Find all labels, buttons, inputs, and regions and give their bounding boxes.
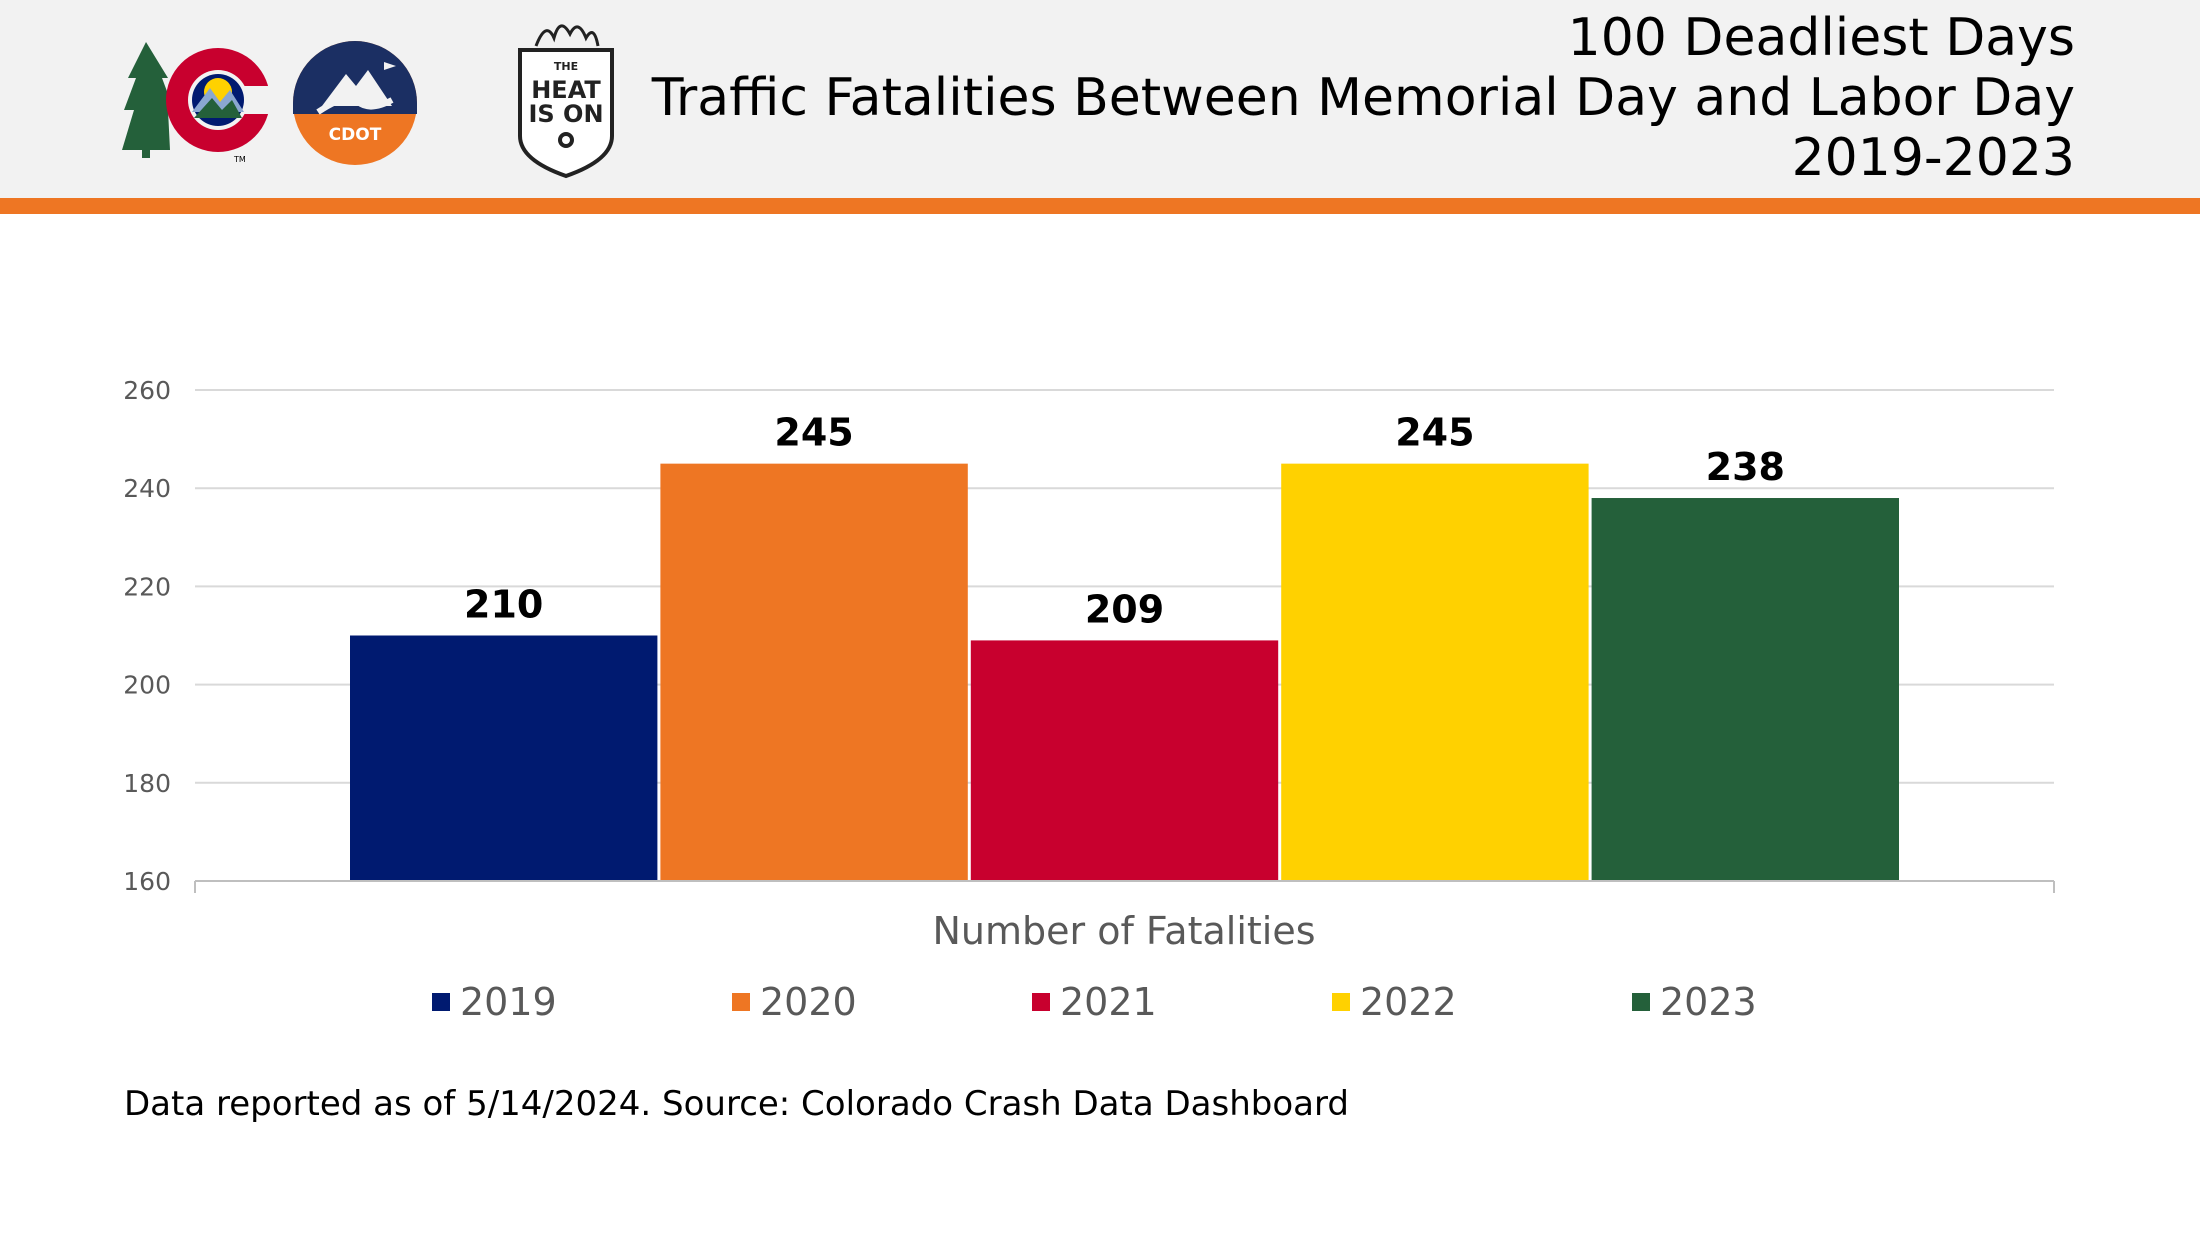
legend-swatch-2021	[1032, 993, 1050, 1011]
heat-badge-the: THE	[554, 60, 578, 73]
bar-2020	[660, 463, 968, 881]
data-label-2022: 245	[1395, 411, 1474, 455]
colorado-logo-icon: TM	[122, 42, 284, 164]
heat-is-on-badge-icon: THE HEAT IS ON	[518, 24, 614, 179]
title-line-1: 100 Deadliest Days	[1567, 8, 2075, 68]
orange-accent-bar	[0, 198, 2200, 214]
chart-title: 100 Deadliest Days Traffic Fatalities Be…	[652, 8, 2075, 188]
cdot-logo-icon: CDOT	[293, 41, 417, 165]
data-label-2019: 210	[464, 583, 543, 627]
legend-swatch-2019	[432, 993, 450, 1011]
legend: 2019 2020 2021 2022 2023	[432, 980, 1757, 1024]
y-tick-label: 260	[123, 376, 171, 405]
y-tick-label: 240	[123, 474, 171, 503]
data-label-2020: 245	[774, 411, 853, 455]
x-axis	[194, 880, 2055, 893]
legend-swatch-2020	[732, 993, 750, 1011]
data-labels: 210 245 209 245 238	[464, 411, 1785, 632]
x-axis-label: Number of Fatalities	[932, 909, 1315, 953]
source-footnote: Data reported as of 5/14/2024. Source: C…	[124, 1084, 1349, 1124]
legend-label-2021: 2021	[1060, 980, 1157, 1024]
legend-swatch-2023	[1632, 993, 1650, 1011]
legend-label-2022: 2022	[1360, 980, 1457, 1024]
legend-label-2023: 2023	[1660, 980, 1757, 1024]
y-tick-label: 160	[123, 867, 171, 896]
trademark-mark: TM	[233, 155, 246, 164]
data-label-2023: 238	[1706, 445, 1785, 489]
heat-badge-line1: HEAT	[531, 76, 601, 104]
legend-label-2019: 2019	[460, 980, 557, 1024]
y-tick-label: 200	[123, 671, 171, 700]
data-label-2021: 209	[1085, 587, 1164, 631]
legend-label-2020: 2020	[760, 980, 857, 1024]
y-tick-label: 180	[123, 769, 171, 798]
y-tick-label: 220	[123, 572, 171, 601]
cdot-label: CDOT	[329, 125, 382, 145]
bar-2023	[1591, 498, 1899, 881]
heat-badge-line2: IS ON	[528, 100, 603, 128]
y-axis-tick-labels: 160 180 200 220 240 260	[123, 376, 171, 896]
bars	[350, 463, 1899, 881]
legend-swatch-2022	[1332, 993, 1350, 1011]
title-line-3: 2019-2023	[1791, 128, 2075, 188]
bar-2022	[1281, 463, 1589, 881]
bar-2019	[350, 635, 658, 881]
bar-2021	[970, 640, 1279, 881]
title-line-2: Traffic Fatalities Between Memorial Day …	[651, 68, 2075, 128]
